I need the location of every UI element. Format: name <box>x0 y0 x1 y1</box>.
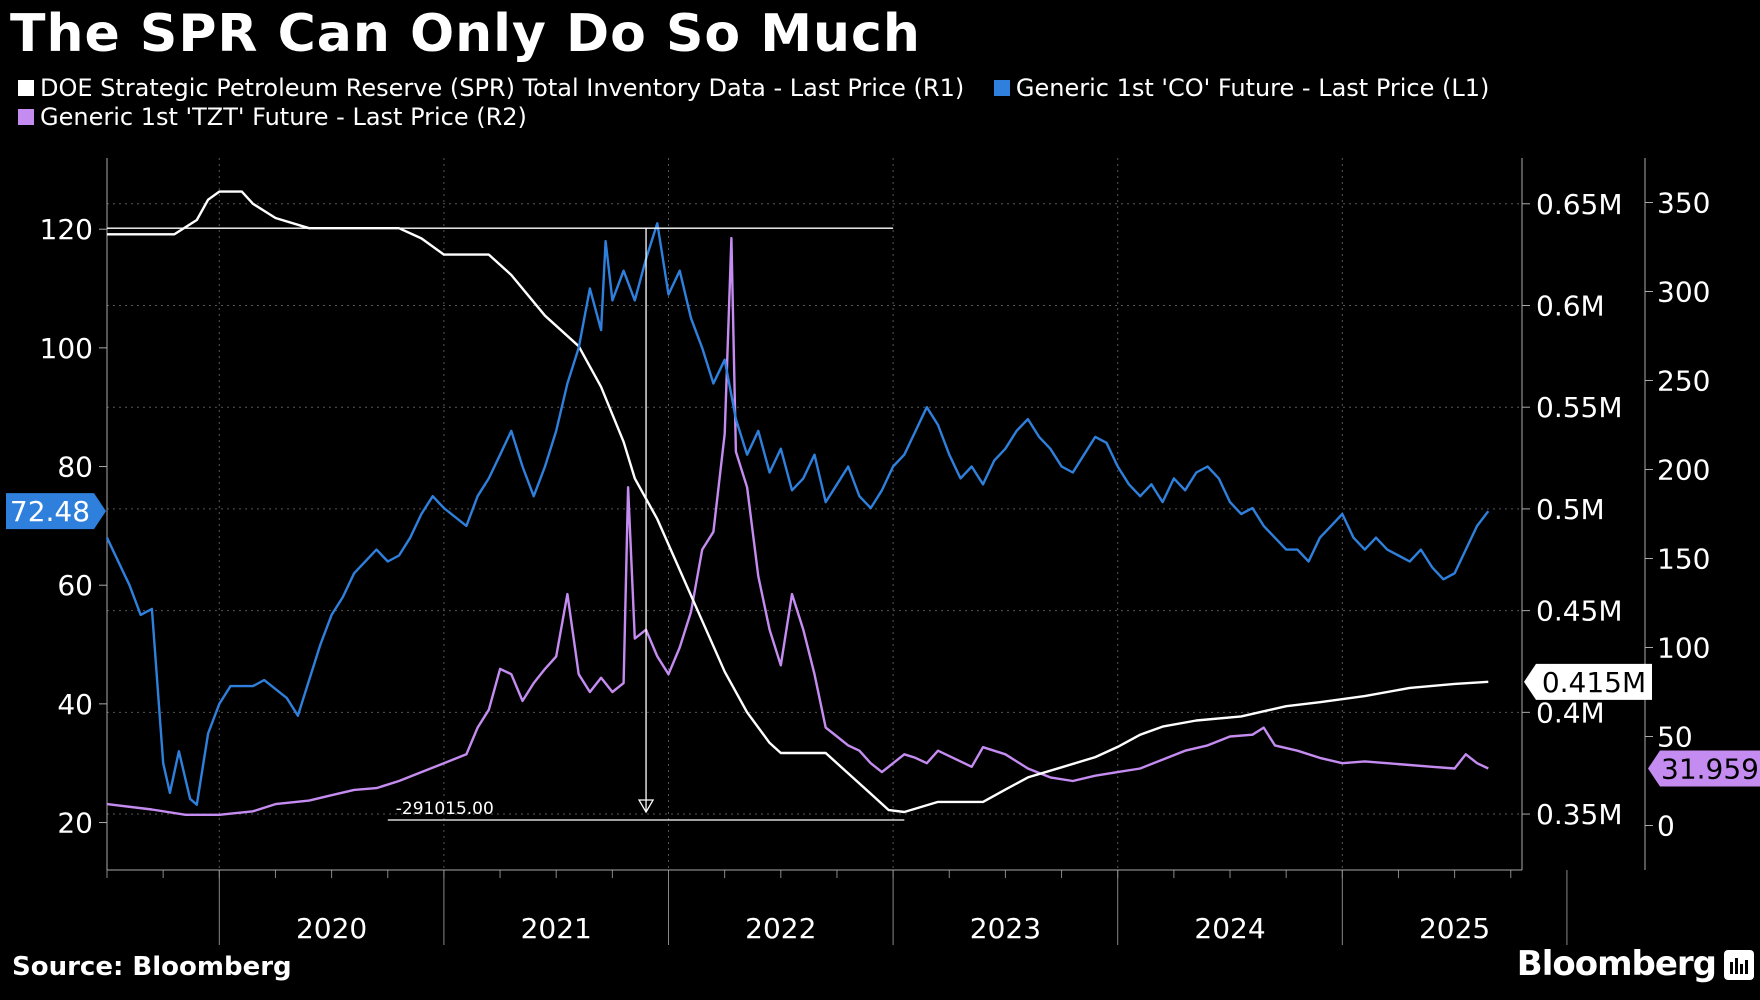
spr-line <box>107 190 1489 814</box>
right2-tick-label: 0 <box>1657 810 1675 843</box>
brand-logo: Bloomberg <box>1516 944 1717 984</box>
right1-tick-label: 0.5M <box>1536 493 1605 526</box>
left-tick-label: 40 <box>57 688 93 721</box>
left-tick-label: 60 <box>57 569 93 602</box>
legend-swatch-brent <box>993 80 1010 96</box>
left-tick-label: 120 <box>40 213 93 246</box>
tzt-last-value-bg <box>1648 750 1760 787</box>
tzt-last-value-text: 31.959 <box>1661 753 1759 786</box>
x-tick-label: 2020 <box>296 912 367 945</box>
left-tick-label: 100 <box>40 332 93 365</box>
spr-last-value-bg <box>1524 663 1652 700</box>
legend-label-brent: Generic 1st 'CO' Future - Last Price (L1… <box>1015 74 1490 102</box>
x-tick-label: 2021 <box>521 912 592 945</box>
legend-row-2: Generic 1st 'TZT' Future - Last Price (R… <box>18 103 549 131</box>
legend: DOE Strategic Petroleum Reserve (SPR) To… <box>18 74 1511 102</box>
brent-last-value-bg <box>6 493 106 530</box>
annotation-label: -291015.00 <box>396 799 494 819</box>
chart-title: The SPR Can Only Do So Much <box>10 4 921 64</box>
x-tick-label: 2024 <box>1194 912 1265 945</box>
legend-swatch-spr <box>18 80 34 96</box>
right2-tick-label: 50 <box>1657 721 1693 754</box>
right2-tick-label: 150 <box>1657 543 1710 576</box>
legend-swatch-tzt <box>18 109 34 125</box>
x-tick-label: 2023 <box>970 912 1041 945</box>
legend-item-brent: Generic 1st 'CO' Future - Last Price (L1… <box>993 74 1490 102</box>
brent-line <box>105 222 1490 806</box>
right1-tick-label: 0.4M <box>1536 696 1605 729</box>
x-tick-label: 2022 <box>745 912 816 945</box>
legend-item-spr: DOE Strategic Petroleum Reserve (SPR) To… <box>18 74 964 102</box>
x-tick-label: 2025 <box>1419 912 1490 945</box>
legend-label-spr: DOE Strategic Petroleum Reserve (SPR) To… <box>40 74 965 102</box>
right2-tick-label: 300 <box>1657 276 1710 309</box>
bloomberg-chart-icon <box>1724 950 1754 980</box>
annotation-arrow-head <box>637 799 655 814</box>
right2-tick-label: 350 <box>1657 187 1710 220</box>
spr-last-value-text: 0.415M <box>1542 666 1646 699</box>
right2-tick-label: 100 <box>1657 632 1710 665</box>
right2-tick-label: 200 <box>1657 454 1710 487</box>
source-note: Source: Bloomberg <box>12 952 292 982</box>
tzt-line <box>106 236 1489 816</box>
right1-tick-label: 0.55M <box>1536 391 1623 424</box>
left-tick-label: 20 <box>57 807 93 840</box>
right2-tick-label: 250 <box>1657 365 1710 398</box>
legend-label-tzt: Generic 1st 'TZT' Future - Last Price (R… <box>40 103 527 131</box>
brent-last-value-text: 72.48 <box>10 495 90 528</box>
right1-tick-label: 0.65M <box>1536 188 1623 221</box>
left-tick-label: 80 <box>57 451 93 484</box>
right1-tick-label: 0.45M <box>1536 595 1623 628</box>
right1-tick-label: 0.6M <box>1536 289 1605 322</box>
legend-item-tzt: Generic 1st 'TZT' Future - Last Price (R… <box>18 103 527 131</box>
right1-tick-label: 0.35M <box>1536 798 1623 831</box>
